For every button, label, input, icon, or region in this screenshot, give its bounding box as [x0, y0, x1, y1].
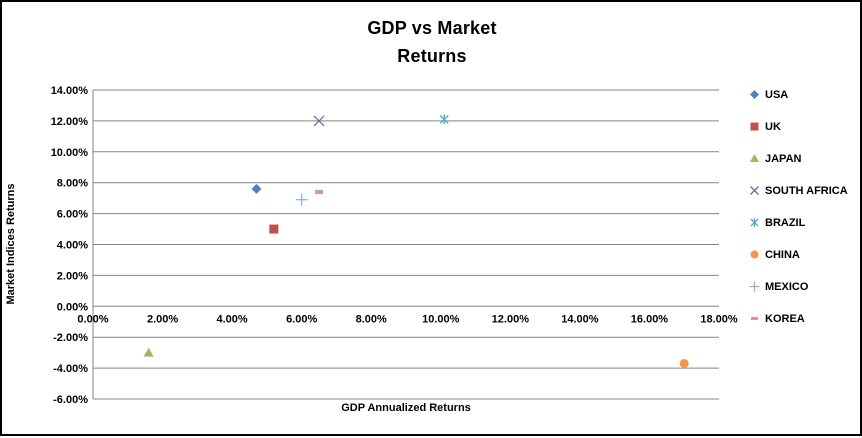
- x-tick-label: 8.00%: [356, 313, 387, 325]
- legend-label: UK: [765, 120, 781, 133]
- data-point-brazil: [439, 114, 449, 125]
- legend-item-brazil: BRAZIL: [748, 216, 848, 229]
- data-point-korea: [315, 189, 324, 194]
- chart-title-line-2: Returns: [397, 46, 467, 66]
- legend-label: JAPAN: [765, 152, 802, 165]
- y-tick-label: -2.00%: [53, 332, 88, 344]
- legend-item-uk: UK: [748, 120, 848, 133]
- gridlines: [93, 89, 719, 400]
- y-axis-title: Market Indices Returns: [5, 183, 17, 305]
- x-tick-label: 6.00%: [286, 313, 317, 325]
- dash-icon: [751, 317, 758, 320]
- legend-item-japan: JAPAN: [748, 152, 848, 165]
- marker-square: [269, 224, 279, 234]
- marker-circle: [679, 358, 689, 368]
- y-tick-label: 10.00%: [51, 147, 89, 159]
- x-tick-label: 18.00%: [700, 313, 738, 325]
- marker-dash: [315, 189, 324, 194]
- data-point-japan: [143, 347, 154, 357]
- y-tick-label: 14.00%: [51, 85, 89, 97]
- legend-item-south-africa: SOUTH AFRICA: [748, 184, 848, 197]
- x-tick-label: 2.00%: [147, 313, 178, 325]
- marker-triangle: [143, 347, 154, 357]
- x-tick-label: 14.00%: [561, 313, 599, 325]
- square-icon: [750, 122, 759, 131]
- legend-item-korea: KOREA: [748, 312, 848, 325]
- y-tick-label: -6.00%: [53, 394, 88, 406]
- y-tick-label: 2.00%: [57, 270, 88, 282]
- legend-item-china: CHINA: [748, 248, 848, 261]
- data-point-usa: [251, 183, 262, 194]
- x-tick-label: 12.00%: [492, 313, 530, 325]
- data-points: [143, 114, 689, 368]
- y-tick-label: 6.00%: [57, 209, 88, 221]
- diamond-icon: [750, 90, 759, 99]
- x-tick-label: 16.00%: [631, 313, 669, 325]
- data-point-uk: [269, 224, 279, 234]
- legend-label: SOUTH AFRICA: [765, 184, 848, 197]
- legend-item-mexico: MEXICO: [748, 280, 848, 293]
- marker-diamond: [251, 183, 262, 194]
- data-point-mexico: [295, 193, 308, 206]
- chart-title-line-1: GDP vs Market: [367, 18, 497, 38]
- legend-label: KOREA: [765, 312, 805, 325]
- x-axis-title: GDP Annualized Returns: [341, 402, 471, 414]
- legend-label: BRAZIL: [765, 216, 806, 229]
- legend-label: CHINA: [765, 248, 800, 261]
- legend-item-usa: USA: [748, 88, 848, 101]
- star-icon: [750, 218, 759, 227]
- legend: USA UK JAPAN SOUTH AFRICA BRAZIL CHINA MEXICO K…: [748, 88, 848, 325]
- legend-label: MEXICO: [765, 280, 809, 293]
- circle-icon: [750, 250, 759, 259]
- y-tick-label: 8.00%: [57, 178, 88, 190]
- y-tick-label: 0.00%: [57, 301, 88, 313]
- x-tick-label: 4.00%: [217, 313, 248, 325]
- x-icon: [750, 186, 759, 195]
- data-point-china: [679, 358, 689, 368]
- marker-x: [313, 115, 325, 127]
- x-tick-label: 10.00%: [422, 313, 460, 325]
- legend-label: USA: [765, 88, 789, 101]
- y-tick-label: 12.00%: [51, 116, 89, 128]
- x-tick-label: 0.00%: [77, 313, 108, 325]
- triangle-icon: [750, 154, 759, 162]
- chart-title: GDP vs Market Returns: [2, 14, 862, 70]
- data-point-south-africa: [313, 115, 325, 127]
- y-tick-label: 4.00%: [57, 240, 88, 252]
- y-tick-label: -4.00%: [53, 363, 88, 375]
- plus-icon: [749, 281, 760, 292]
